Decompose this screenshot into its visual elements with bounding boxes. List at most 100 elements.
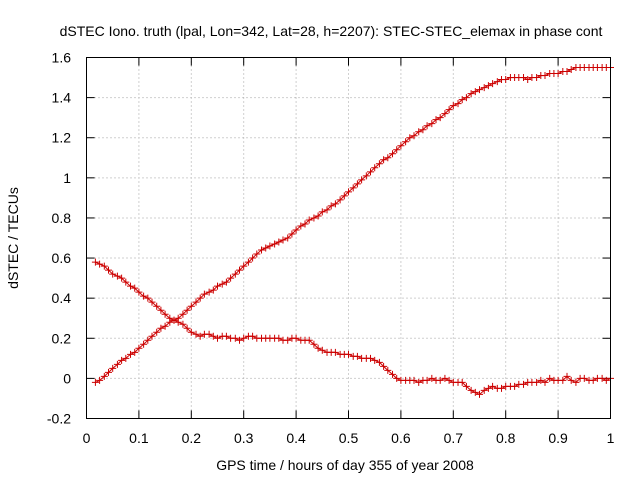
data-point (563, 372, 571, 380)
data-point (196, 294, 204, 302)
data-point (559, 376, 567, 384)
data-point (602, 376, 610, 384)
data-point (131, 284, 139, 292)
data-point (240, 262, 248, 270)
data-point (183, 306, 191, 314)
x-tick-label: 0.3 (234, 430, 254, 446)
data-point (353, 352, 361, 360)
data-point (305, 216, 313, 224)
data-point (432, 116, 440, 124)
x-tick-label: 0.2 (182, 430, 202, 446)
data-point (502, 76, 510, 84)
data-point (323, 206, 331, 214)
data-point (187, 328, 195, 336)
data-point (122, 354, 130, 362)
y-tick-label: 1.4 (52, 90, 72, 106)
data-point (135, 288, 143, 296)
data-point (445, 106, 453, 114)
data-point (480, 84, 488, 92)
data-point (266, 242, 274, 250)
data-point (458, 96, 466, 104)
data-point (262, 244, 270, 252)
data-point (331, 348, 339, 356)
data-point (240, 334, 248, 342)
data-point (231, 334, 239, 342)
data-point (109, 364, 117, 372)
data-point (419, 126, 427, 134)
data-point (284, 234, 292, 242)
data-point (353, 180, 361, 188)
data-point (384, 154, 392, 162)
x-tick-label: 0.7 (444, 430, 464, 446)
data-point (458, 378, 466, 386)
x-tick-label: 0.1 (129, 430, 149, 446)
series-2 (91, 258, 614, 398)
data-point (375, 160, 383, 168)
data-point (284, 336, 292, 344)
data-point (397, 142, 405, 150)
data-point (371, 164, 379, 172)
data-point (113, 272, 121, 280)
data-point (436, 114, 444, 122)
data-point (122, 278, 130, 286)
data-point (471, 88, 479, 96)
data-point (415, 128, 423, 136)
data-point (371, 356, 379, 364)
data-point (157, 324, 165, 332)
plot-frame (86, 57, 611, 419)
data-point (489, 80, 497, 88)
data-point (441, 110, 449, 118)
data-point (467, 90, 475, 98)
data-point (345, 188, 352, 196)
data-point (105, 266, 113, 274)
data-point (113, 360, 121, 368)
data-point (310, 340, 318, 348)
data-point (140, 292, 148, 300)
data-point (148, 332, 156, 340)
data-point (520, 380, 528, 388)
data-point (480, 386, 488, 394)
x-tick-label: 0.6 (391, 430, 411, 446)
data-point (349, 184, 357, 192)
data-point (236, 336, 244, 344)
data-point (157, 306, 165, 314)
x-tick-label: 1 (607, 430, 615, 446)
data-point (275, 238, 283, 246)
data-point (161, 310, 169, 318)
data-point (567, 376, 575, 384)
y-tick-label: -0.2 (47, 411, 71, 427)
data-point (580, 374, 588, 382)
data-point (192, 330, 200, 338)
data-point (423, 376, 431, 384)
data-point (297, 222, 305, 230)
data-point (380, 362, 388, 370)
data-point (258, 246, 266, 254)
data-point (153, 328, 161, 336)
data-point (384, 366, 392, 374)
data-point (253, 250, 261, 258)
data-point (174, 318, 182, 326)
data-point (541, 72, 549, 80)
data-point (423, 122, 431, 130)
data-point (179, 320, 187, 328)
x-tick-label: 0.5 (339, 430, 359, 446)
data-point (301, 220, 309, 228)
data-point (380, 156, 388, 164)
data-point (209, 286, 217, 294)
data-point (135, 344, 143, 352)
data-point (236, 266, 244, 274)
data-point (415, 378, 423, 386)
data-point (200, 290, 208, 298)
data-point (467, 386, 475, 394)
data-point (484, 82, 492, 90)
data-point (362, 172, 370, 180)
data-point (91, 378, 99, 386)
data-point (91, 258, 99, 266)
data-point (127, 282, 135, 290)
data-point (336, 196, 344, 204)
data-point (393, 374, 401, 382)
x-tick-label: 0 (83, 430, 91, 446)
data-point (218, 280, 226, 288)
data-point (541, 378, 549, 386)
